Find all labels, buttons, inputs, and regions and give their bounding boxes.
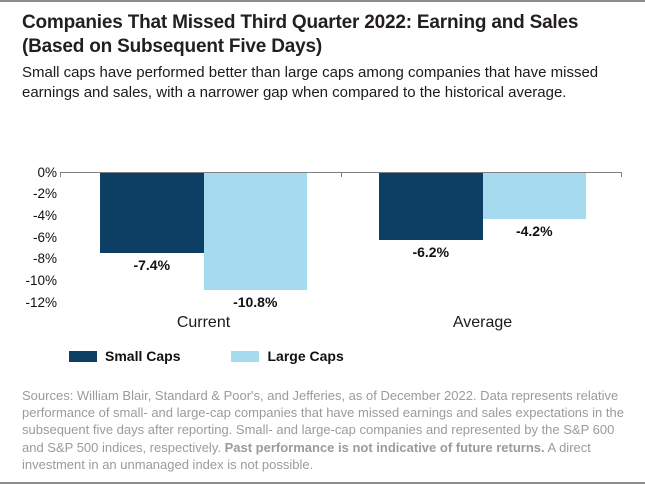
y-axis-tick-label: -10%	[25, 272, 57, 288]
chart-legend: Small Caps Large Caps	[69, 348, 344, 364]
bar-value-label: -6.2%	[412, 244, 450, 261]
small-caps-swatch	[69, 350, 97, 362]
bar-value-label: -4.2%	[515, 222, 553, 239]
bar-value-label: -10.8%	[233, 294, 278, 310]
page-title: Companies That Missed Third Quarter 2022…	[22, 12, 579, 57]
x-axis-line	[60, 172, 621, 173]
y-axis-tick-label: -12%	[25, 294, 57, 310]
bar-large-caps-average	[482, 173, 586, 219]
footnote-text: A direct investment in an unmanaged inde…	[22, 439, 591, 472]
legend-label: Large Caps	[267, 348, 344, 364]
y-axis-tick-label: -4%	[32, 207, 57, 223]
y-axis-tick-label: -2%	[32, 186, 57, 202]
axis-tick-mark	[621, 172, 622, 177]
y-axis-tick-label: 0%	[37, 164, 57, 180]
legend-item-small-caps: Small Caps	[69, 348, 180, 364]
y-axis-tick-label: -8%	[32, 251, 57, 267]
bar-large-caps-current	[203, 173, 307, 290]
bar-small-caps-average	[379, 173, 483, 241]
large-caps-swatch	[231, 350, 260, 362]
axis-tick-mark	[60, 172, 61, 177]
footnote-disclaimer-bold: Past performance is not indicative of fu…	[224, 439, 545, 455]
legend-item-large-caps: Large Caps	[231, 348, 344, 364]
bar-small-caps-current	[100, 173, 204, 254]
chart: 0% -2% -4% -6% -8% -10% -12% -7.4% -10.8% Current…	[0, 142, 645, 342]
category-label-current: Current	[176, 314, 231, 331]
footnote-text: Sources: William Blair, Standard & Poor'…	[22, 388, 624, 455]
axis-tick-mark	[341, 172, 342, 177]
y-axis-tick-label: -6%	[32, 229, 57, 245]
category-label-average: Average	[452, 314, 513, 331]
bar-value-label: -7.4%	[133, 257, 171, 274]
chart-subtitle: Small caps have performed better than la…	[22, 64, 599, 101]
legend-label: Small Caps	[105, 348, 181, 364]
source-footnote: Sources: William Blair, Standard & Poor'…	[22, 387, 630, 473]
